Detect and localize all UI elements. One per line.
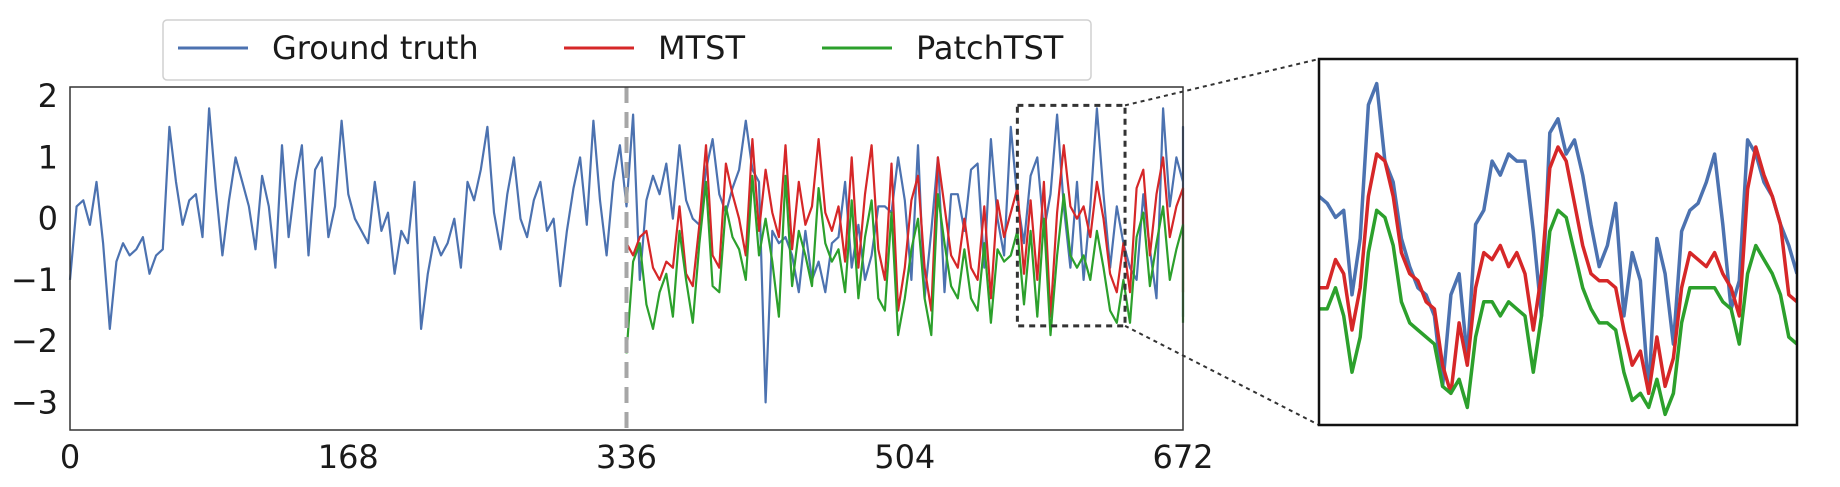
y-tick-label: 1 (38, 138, 58, 176)
y-tick-label: 0 (38, 200, 58, 238)
series-line-patchtst (625, 174, 1185, 354)
y-tick-label: −2 (11, 322, 58, 360)
zoom-connector-bottom (1124, 324, 1320, 426)
inset-frame (1317, 57, 1799, 427)
main-plot-frame (69, 86, 1184, 431)
main-series-group (68, 107, 1185, 404)
inset-line-mtst (1319, 145, 1797, 396)
inset-series-group (1319, 81, 1797, 417)
zoom-connector-top (1124, 58, 1320, 107)
x-tick-label: 336 (596, 438, 657, 476)
x-tick-label: 672 (1152, 438, 1213, 476)
series-line-ground-truth (68, 107, 1185, 404)
legend: Ground truth MTST PatchTST (162, 19, 1092, 81)
x-tick-label: 0 (60, 438, 80, 476)
zoom-inset-plot (1317, 57, 1799, 427)
series-line-mtst (625, 138, 1185, 318)
y-tick-label: −1 (11, 261, 58, 299)
main-plot: 0 168 336 504 672 2 1 0 −1 −2 −3 (11, 77, 1214, 476)
legend-frame (162, 19, 1092, 81)
legend-label-patchtst: PatchTST (916, 29, 1064, 67)
y-axis-ticks: 2 1 0 −1 −2 −3 (11, 77, 58, 421)
x-axis-ticks: 0 168 336 504 672 (60, 438, 1214, 476)
y-tick-label: −3 (11, 383, 58, 421)
x-tick-label: 168 (318, 438, 379, 476)
legend-label-ground-truth: Ground truth (272, 29, 479, 67)
inset-line-ground-truth (1319, 81, 1797, 396)
legend-label-mtst: MTST (658, 29, 745, 67)
zoom-region-box (1015, 103, 1127, 328)
inset-line-patchtst (1319, 208, 1797, 417)
x-tick-label: 504 (874, 438, 935, 476)
y-tick-label: 2 (38, 77, 58, 115)
